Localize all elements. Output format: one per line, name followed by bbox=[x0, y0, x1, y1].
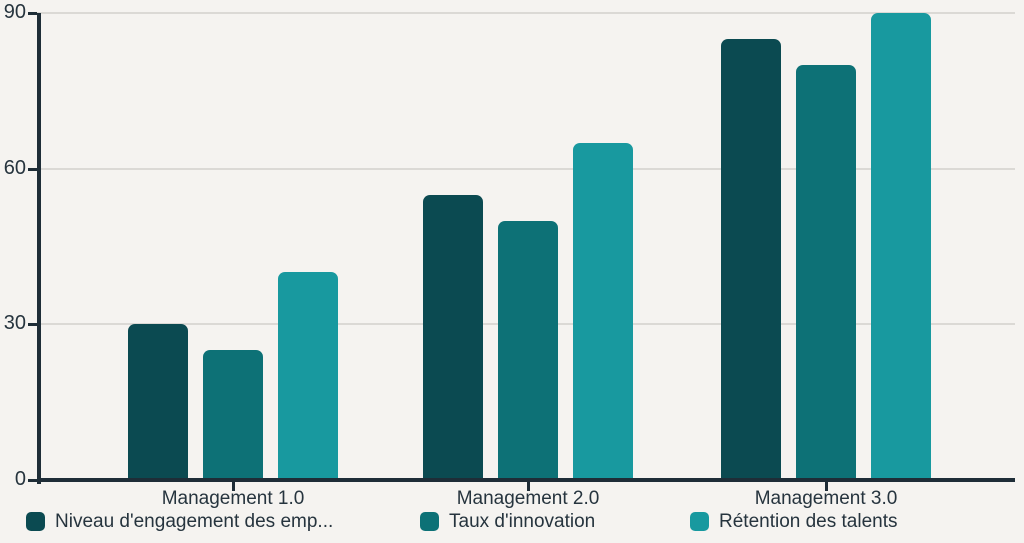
x-tick-1 bbox=[232, 482, 235, 491]
bar-series2-cat1[interactable] bbox=[203, 350, 263, 480]
x-axis-label-2: Management 2.0 bbox=[456, 488, 600, 509]
x-axis-label-1: Management 1.0 bbox=[161, 488, 305, 509]
x-axis-line bbox=[37, 478, 1015, 482]
gridline-60 bbox=[37, 167, 1015, 170]
bar-series3-cat2[interactable] bbox=[573, 142, 633, 480]
legend-swatch-1 bbox=[26, 512, 45, 531]
y-axis-label-90: 90 bbox=[3, 1, 26, 23]
bar-series2-cat3[interactable] bbox=[796, 64, 856, 480]
y-tick-60 bbox=[28, 167, 37, 171]
legend-item-3[interactable]: Rétention des talents bbox=[690, 511, 898, 532]
bar-series1-cat2[interactable] bbox=[423, 194, 483, 480]
legend-item-1[interactable]: Niveau d'engagement des emp... bbox=[26, 511, 333, 532]
y-axis-line bbox=[37, 13, 41, 484]
x-tick-2 bbox=[527, 482, 530, 491]
legend-item-2[interactable]: Taux d'innovation bbox=[420, 511, 595, 532]
y-tick-90 bbox=[28, 12, 37, 15]
bar-series3-cat1[interactable] bbox=[278, 272, 338, 480]
legend-swatch-3 bbox=[690, 512, 709, 531]
y-axis-label-0: 0 bbox=[14, 468, 26, 490]
y-axis-label-30: 30 bbox=[3, 312, 26, 335]
legend-label-2: Taux d'innovation bbox=[449, 511, 596, 532]
y-axis-label-60: 60 bbox=[3, 156, 26, 179]
bar-series2-cat2[interactable] bbox=[498, 220, 558, 480]
legend-swatch-2 bbox=[420, 512, 439, 531]
x-tick-3 bbox=[825, 482, 828, 491]
bar-series1-cat3[interactable] bbox=[721, 38, 781, 480]
y-tick-30 bbox=[28, 323, 37, 327]
bar-series3-cat3[interactable] bbox=[871, 13, 931, 480]
y-tick-0 bbox=[28, 479, 37, 482]
legend-label-3: Rétention des talents bbox=[719, 511, 898, 532]
bar-series1-cat1[interactable] bbox=[128, 324, 188, 480]
x-axis-label-3: Management 3.0 bbox=[754, 488, 898, 509]
legend-label-1: Niveau d'engagement des emp... bbox=[55, 511, 334, 532]
gridline-90 bbox=[37, 12, 1015, 14]
